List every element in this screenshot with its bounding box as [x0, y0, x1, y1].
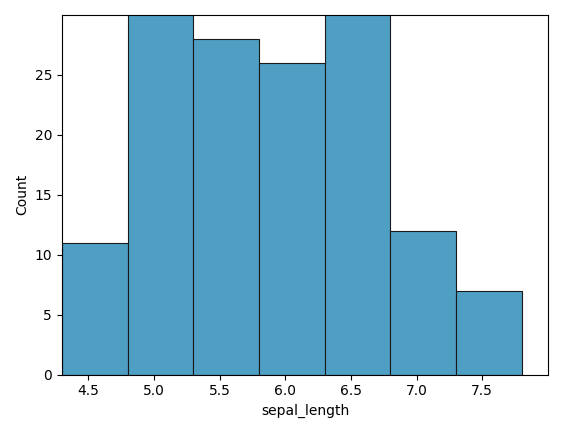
Bar: [390, 231, 456, 375]
Bar: [193, 39, 259, 375]
Bar: [62, 243, 128, 375]
X-axis label: sepal_length: sepal_length: [261, 404, 349, 418]
Y-axis label: Count: Count: [15, 174, 29, 215]
Bar: [259, 63, 325, 375]
Bar: [128, 0, 193, 375]
Bar: [456, 291, 522, 375]
Bar: [325, 3, 390, 375]
